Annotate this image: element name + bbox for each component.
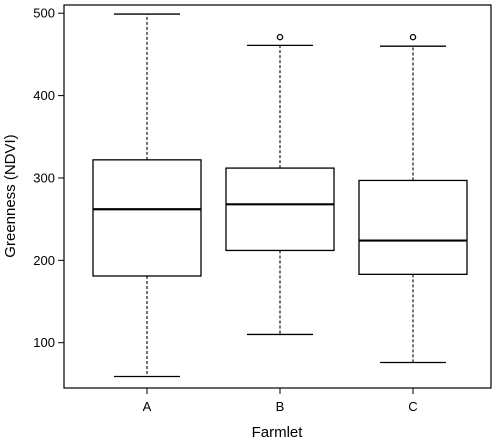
y-axis-title: Greenness (NDVI) (2, 134, 19, 257)
x-tick-label: A (143, 399, 152, 414)
y-axis: 100 200 300 400 500 (33, 6, 64, 350)
y-tick-label: 300 (33, 170, 55, 185)
plot-frame (63, 4, 492, 389)
box-series (92, 13, 468, 378)
y-tick-label: 100 (33, 335, 55, 350)
box-A (92, 13, 202, 378)
y-tick-label: 200 (33, 253, 55, 268)
outlier-point (409, 33, 417, 41)
iqr-box (358, 179, 468, 275)
box-B (225, 33, 335, 336)
outlier-point (276, 33, 284, 41)
iqr-box (92, 159, 202, 277)
y-tick-label: 400 (33, 88, 55, 103)
box-C (358, 33, 468, 364)
x-tick-label: C (408, 399, 417, 414)
x-axis-title: Farmlet (252, 424, 304, 441)
x-tick-label: B (276, 399, 285, 414)
iqr-box (225, 167, 335, 252)
x-axis: A B C (143, 388, 418, 414)
y-tick-label: 500 (33, 6, 55, 21)
